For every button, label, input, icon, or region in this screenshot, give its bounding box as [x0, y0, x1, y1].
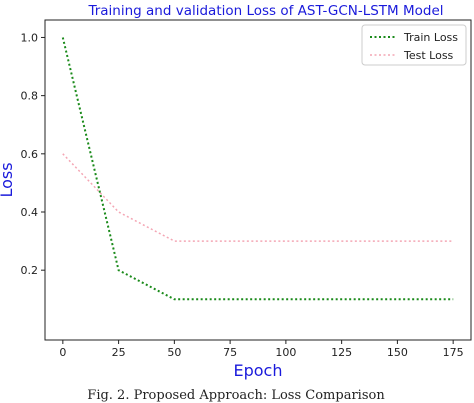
series-line-train-loss — [61, 37, 454, 301]
y-tick-label: 0.6 — [21, 148, 39, 161]
x-tick-label: 50 — [167, 346, 181, 359]
y-tick-label: 0.4 — [21, 206, 39, 219]
legend-label-test-loss: Test Loss — [403, 49, 454, 62]
x-tick-label: 150 — [387, 346, 408, 359]
plot-area — [44, 19, 472, 341]
x-tick-label: 0 — [59, 346, 66, 359]
figure-caption: Fig. 2. Proposed Approach: Loss Comparis… — [87, 388, 385, 403]
y-axis-label: Loss — [0, 162, 16, 197]
y-tick-label: 1.0 — [21, 31, 39, 44]
x-tick-label: 75 — [223, 346, 237, 359]
y-tick-label: 0.8 — [21, 90, 39, 103]
series-line-test-loss — [62, 153, 454, 242]
y-tick-label: 0.2 — [21, 264, 39, 277]
legend-label-train-loss: Train Loss — [403, 31, 458, 44]
x-tick-label: 100 — [275, 346, 296, 359]
x-tick-label: 25 — [112, 346, 126, 359]
x-tick-label: 175 — [443, 346, 464, 359]
x-tick-label: 125 — [331, 346, 352, 359]
x-axis-ticks: 0 25 50 75 100 125 150 175 — [59, 340, 464, 359]
series-layer — [61, 37, 454, 301]
chart-title: Training and validation Loss of AST-GCN-… — [87, 3, 443, 19]
y-axis-ticks: 0.2 0.4 0.6 0.8 1.0 — [21, 31, 45, 277]
legend: Train Loss Test Loss — [361, 24, 467, 66]
x-axis-label: Epoch — [234, 361, 283, 380]
